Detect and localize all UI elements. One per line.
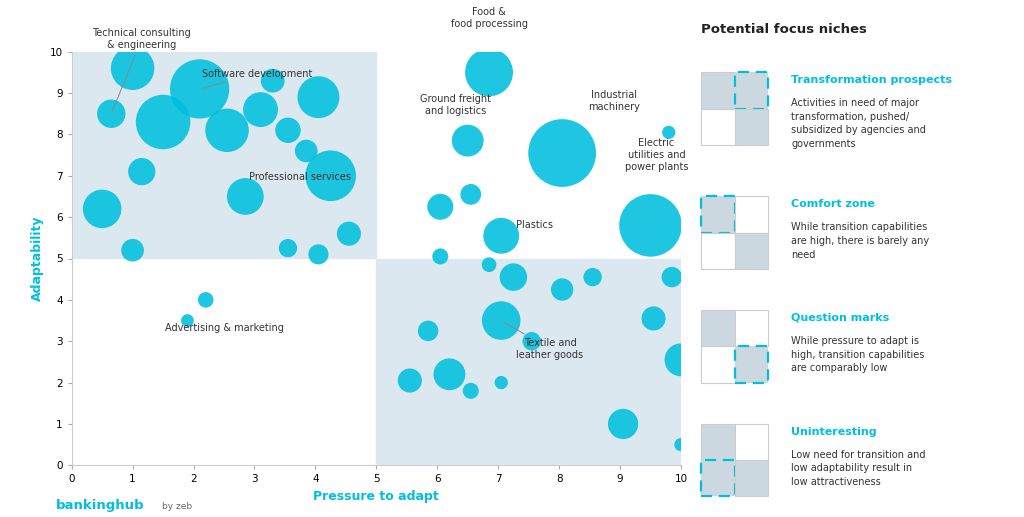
Text: Uninteresting: Uninteresting xyxy=(792,427,877,436)
Point xyxy=(179,316,196,325)
Bar xyxy=(735,310,768,346)
Text: Software development: Software development xyxy=(203,69,312,88)
Bar xyxy=(701,310,735,346)
Bar xyxy=(735,72,768,109)
Point xyxy=(310,93,327,101)
Bar xyxy=(701,346,735,383)
Bar xyxy=(701,424,735,460)
Text: Advertising & marketing: Advertising & marketing xyxy=(165,323,284,333)
Bar xyxy=(701,109,735,145)
Point xyxy=(493,316,509,325)
Point xyxy=(264,77,281,85)
Point xyxy=(673,440,689,449)
Point xyxy=(664,273,680,281)
Point xyxy=(401,376,418,385)
Point xyxy=(441,370,458,378)
Point xyxy=(505,273,521,281)
X-axis label: Pressure to adapt: Pressure to adapt xyxy=(313,490,439,503)
Point xyxy=(481,261,498,269)
Point xyxy=(341,230,357,238)
Point xyxy=(523,337,540,345)
Point xyxy=(155,118,171,126)
Text: by zeb: by zeb xyxy=(162,502,191,511)
Point xyxy=(585,273,601,281)
Point xyxy=(280,126,296,134)
Text: Ground freight
and logistics: Ground freight and logistics xyxy=(420,94,492,116)
Text: Textile and
leather goods: Textile and leather goods xyxy=(504,322,584,360)
Text: Activities in need of major
transformation, pushed/
subsidized by agencies and
g: Activities in need of major transformati… xyxy=(792,98,926,149)
Bar xyxy=(701,460,735,496)
Bar xyxy=(701,233,735,269)
Bar xyxy=(701,196,735,233)
Text: Technical consulting
& engineering: Technical consulting & engineering xyxy=(92,28,191,111)
Point xyxy=(554,285,570,294)
Bar xyxy=(735,424,768,460)
Bar xyxy=(72,52,377,258)
Point xyxy=(198,296,214,304)
Point xyxy=(481,68,498,77)
Point xyxy=(463,190,479,199)
Bar xyxy=(735,196,768,233)
Text: Question marks: Question marks xyxy=(792,313,890,323)
Bar xyxy=(735,460,768,496)
Point xyxy=(642,221,658,230)
Point xyxy=(191,85,208,93)
Point xyxy=(219,126,236,134)
Point xyxy=(432,252,449,261)
Text: Electric
utilities and
power plants: Electric utilities and power plants xyxy=(625,139,688,172)
Point xyxy=(432,203,449,211)
Point xyxy=(103,110,120,118)
Text: Food &
food processing: Food & food processing xyxy=(451,7,527,29)
Point xyxy=(252,105,268,114)
Point xyxy=(125,64,141,72)
Text: While transition capabilities
are high, there is barely any
need: While transition capabilities are high, … xyxy=(792,222,930,260)
Y-axis label: Adaptability: Adaptability xyxy=(31,216,44,301)
Bar xyxy=(735,233,768,269)
Point xyxy=(463,387,479,395)
Point xyxy=(614,420,631,428)
Point xyxy=(125,246,141,254)
Bar xyxy=(735,109,768,145)
Text: Low need for transition and
low adaptability result in
low attractiveness: Low need for transition and low adaptabi… xyxy=(792,450,926,487)
Text: bankinghub: bankinghub xyxy=(56,499,145,512)
Point xyxy=(673,356,689,364)
Point xyxy=(493,232,509,240)
Bar xyxy=(377,258,681,465)
Point xyxy=(323,172,339,180)
Point xyxy=(298,147,314,155)
Text: Professional services: Professional services xyxy=(249,172,351,182)
Point xyxy=(420,327,436,335)
Point xyxy=(94,205,111,213)
Text: Comfort zone: Comfort zone xyxy=(792,199,876,209)
Point xyxy=(133,168,150,176)
Point xyxy=(660,128,677,136)
Text: While pressure to adapt is
high, transition capabilities
are comparably low: While pressure to adapt is high, transit… xyxy=(792,336,925,373)
Bar xyxy=(735,346,768,383)
Point xyxy=(310,250,327,258)
Point xyxy=(645,314,662,323)
Text: Potential focus niches: Potential focus niches xyxy=(701,23,867,36)
Text: Plastics: Plastics xyxy=(516,220,553,230)
Point xyxy=(493,378,509,387)
Bar xyxy=(701,72,735,109)
Text: Transformation prospects: Transformation prospects xyxy=(792,75,952,85)
Point xyxy=(238,192,254,201)
Point xyxy=(460,136,476,145)
Point xyxy=(554,149,570,157)
Point xyxy=(280,244,296,252)
Text: Industrial
machinery: Industrial machinery xyxy=(588,90,640,112)
